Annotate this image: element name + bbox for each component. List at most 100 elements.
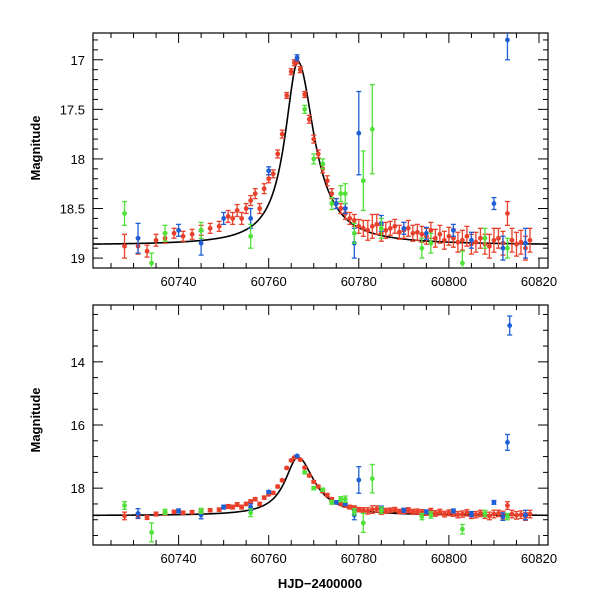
- data-point: [446, 226, 452, 246]
- data-point: [387, 220, 393, 236]
- point-marker: [302, 465, 308, 471]
- point-marker: [378, 225, 384, 231]
- point-marker: [248, 504, 254, 510]
- point-marker: [248, 499, 254, 504]
- data-point: [360, 507, 366, 514]
- data-point: [410, 224, 416, 242]
- point-marker: [500, 514, 506, 519]
- data-layer: [93, 315, 548, 543]
- data-point: [428, 511, 434, 519]
- data-point: [491, 196, 497, 211]
- data-point: [387, 507, 393, 514]
- point-marker: [180, 510, 186, 516]
- data-point: [257, 202, 263, 215]
- bottom-y-axis-label: Magnitude: [28, 388, 43, 453]
- data-point: [225, 503, 231, 510]
- point-marker: [505, 503, 510, 508]
- data-point: [302, 90, 308, 99]
- series-1: [135, 33, 528, 261]
- point-marker: [505, 439, 510, 445]
- data-point: [441, 510, 447, 518]
- point-marker: [270, 171, 276, 177]
- point-marker: [279, 131, 285, 137]
- point-marker: [351, 218, 357, 223]
- point-marker: [198, 240, 204, 246]
- data-point: [162, 508, 168, 516]
- point-marker: [329, 201, 335, 206]
- data-point: [248, 499, 254, 504]
- point-marker: [410, 509, 416, 515]
- point-marker: [207, 507, 213, 513]
- data-point: [176, 508, 182, 514]
- point-marker: [432, 235, 438, 241]
- point-marker: [342, 191, 348, 197]
- data-point: [401, 507, 407, 513]
- data-point: [351, 508, 357, 516]
- point-marker: [135, 235, 141, 241]
- point-marker: [234, 208, 240, 213]
- data-point: [338, 496, 344, 503]
- point-marker: [518, 512, 524, 518]
- point-marker: [437, 231, 443, 237]
- data-point: [468, 231, 474, 249]
- point-marker: [464, 233, 470, 239]
- data-point: [297, 66, 303, 74]
- data-point: [261, 183, 267, 195]
- data-point: [234, 502, 240, 508]
- data-point: [383, 507, 389, 515]
- data-point: [302, 469, 308, 475]
- point-marker: [405, 225, 411, 231]
- data-point: [369, 83, 375, 175]
- point-marker: [122, 503, 127, 508]
- data-point: [144, 244, 150, 258]
- point-marker: [284, 465, 290, 471]
- point-marker: [189, 231, 195, 237]
- point-marker: [351, 509, 357, 515]
- data-point: [248, 508, 254, 518]
- point-marker: [176, 227, 181, 233]
- point-marker: [401, 507, 407, 513]
- data-point: [504, 237, 510, 259]
- data-point: [491, 227, 497, 253]
- series-1: [135, 315, 528, 522]
- point-marker: [396, 509, 402, 514]
- data-point: [176, 223, 182, 237]
- point-marker: [248, 233, 254, 239]
- data-point: [459, 229, 465, 251]
- data-point: [410, 508, 416, 516]
- data-point: [266, 489, 272, 495]
- point-marker: [347, 504, 353, 510]
- data-point: [468, 510, 474, 518]
- point-marker: [460, 526, 465, 532]
- data-point: [153, 233, 159, 247]
- point-marker: [347, 216, 353, 221]
- point-marker: [239, 216, 245, 221]
- plot-frame: [92, 304, 549, 546]
- data-point: [432, 509, 438, 517]
- point-marker: [383, 508, 389, 514]
- y-tick-label: 14: [71, 355, 85, 370]
- data-point: [221, 211, 227, 226]
- data-point: [473, 510, 479, 519]
- data-point: [500, 235, 506, 261]
- point-marker: [392, 507, 398, 513]
- point-marker: [509, 511, 515, 517]
- data-point: [378, 506, 384, 515]
- data-point: [189, 228, 195, 240]
- data-point: [311, 479, 317, 485]
- data-point: [486, 511, 492, 521]
- data-point: [365, 507, 371, 515]
- point-marker: [491, 201, 497, 206]
- data-point: [198, 507, 204, 515]
- data-point: [311, 485, 317, 491]
- point-marker: [460, 511, 465, 517]
- point-marker: [122, 243, 127, 249]
- point-marker: [487, 243, 492, 249]
- point-marker: [482, 235, 488, 241]
- data-point: [527, 509, 533, 519]
- data-point: [198, 221, 204, 239]
- series-2: [122, 463, 510, 543]
- data-point: [504, 512, 510, 521]
- data-point: [504, 501, 510, 510]
- point-marker: [460, 237, 465, 243]
